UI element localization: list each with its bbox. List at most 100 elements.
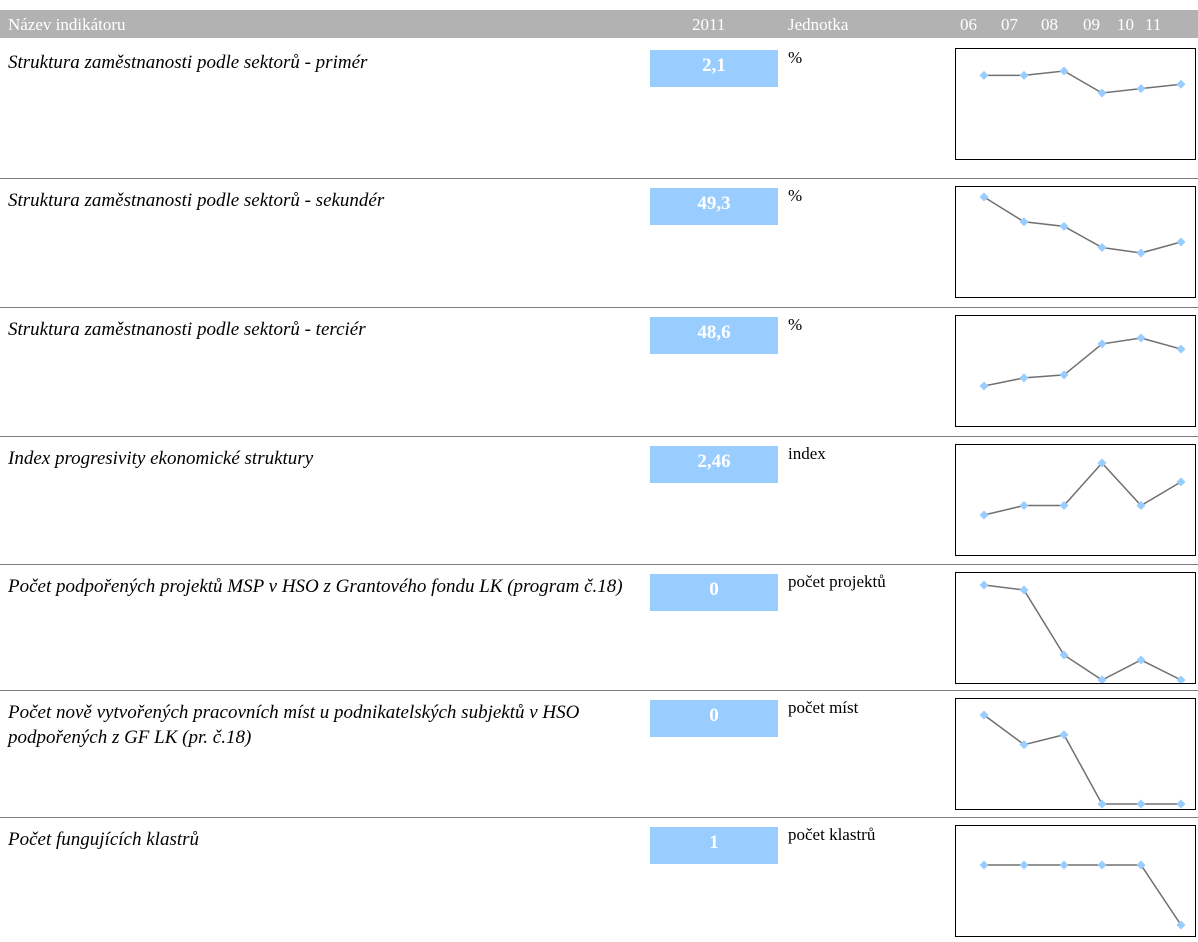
- sparkline-point-09: [1097, 339, 1107, 349]
- sparkline-point-08: [1059, 501, 1069, 511]
- sparkline-point-11: [1176, 79, 1186, 89]
- sparkline-line: [983, 337, 1182, 387]
- sparkline-chart: [955, 825, 1196, 937]
- sparkline-point-06: [979, 580, 989, 590]
- sparkline-point-07: [1019, 70, 1029, 80]
- indicator-unit: %: [788, 48, 803, 67]
- row-separator: [0, 564, 1198, 565]
- sparkline-point-10: [1136, 860, 1146, 870]
- sparkline-point-11: [1176, 675, 1186, 683]
- sparkline-line: [983, 714, 1181, 805]
- table-header: Název indikátoru 2011 Jednotka 06 07 08 …: [0, 10, 1198, 38]
- header-year: 2011: [692, 15, 726, 34]
- sparkline-point-07: [1019, 740, 1029, 750]
- sparkline-chart: [955, 698, 1196, 810]
- indicator-name: Index progresivity ekonomické struktury: [8, 448, 314, 469]
- sparkline-point-10: [1136, 333, 1146, 343]
- header-year-06: 06: [960, 15, 977, 34]
- indicator-value: 49,3: [650, 188, 778, 225]
- row-separator: [0, 690, 1198, 691]
- header-year-09: 09: [1083, 15, 1100, 34]
- indicator-unit: index: [788, 444, 826, 463]
- sparkline-line: [984, 864, 1182, 926]
- header-indicator-name: Název indikátoru: [8, 15, 126, 34]
- sparkline-point-09: [1097, 675, 1107, 683]
- indicator-row: Počet fungujících klastrů 1 počet klastr…: [0, 817, 1198, 942]
- header-unit: Jednotka: [788, 15, 849, 34]
- sparkline-point-08: [1059, 66, 1069, 76]
- header-year-07: 07: [1001, 15, 1018, 34]
- sparkline-point-11: [1176, 237, 1186, 247]
- indicator-row: Struktura zaměstnanosti podle sektorů - …: [0, 40, 1198, 165]
- sparkline-svg: [979, 192, 1186, 258]
- sparkline-point-07: [1019, 373, 1029, 383]
- indicator-name: Struktura zaměstnanosti podle sektorů - …: [8, 319, 366, 340]
- sparkline-point-06: [979, 381, 989, 391]
- sparkline-point-08: [1059, 370, 1069, 380]
- sparkline-point-07: [1019, 501, 1029, 511]
- row-separator: [0, 817, 1198, 818]
- sparkline-chart: [955, 315, 1196, 427]
- indicator-value: 0: [650, 700, 778, 737]
- sparkline-point-07: [1019, 217, 1029, 227]
- sparkline-point-06: [979, 70, 989, 80]
- sparkline-point-08: [1059, 650, 1069, 660]
- indicator-name: Počet fungujících klastrů: [8, 829, 200, 850]
- sparkline-point-11: [1176, 920, 1186, 930]
- sparkline-point-09: [1097, 242, 1107, 252]
- indicator-row: Počet nově vytvořených pracovních míst u…: [0, 690, 1198, 815]
- sparkline-point-10: [1136, 501, 1146, 511]
- sparkline-svg: [979, 458, 1186, 520]
- indicator-value: 1: [650, 827, 778, 864]
- row-separator: [0, 307, 1198, 308]
- indicator-row: Struktura zaměstnanosti podle sektorů - …: [0, 307, 1198, 432]
- sparkline-point-09: [1097, 860, 1107, 870]
- indicator-unit: počet klastrů: [788, 825, 876, 844]
- sparkline-chart: [955, 186, 1196, 298]
- sparkline-point-11: [1176, 477, 1186, 487]
- sparkline-point-09: [1097, 799, 1107, 809]
- sparkline-svg: [979, 580, 1186, 683]
- sparkline-svg: [979, 333, 1186, 391]
- indicator-name: Struktura zaměstnanosti podle sektorů - …: [8, 190, 385, 211]
- header-year-10: 10: [1117, 15, 1134, 34]
- sparkline-point-08: [1059, 730, 1069, 740]
- row-separator: [0, 178, 1198, 179]
- sparkline-point-08: [1059, 860, 1069, 870]
- sparkline-point-09: [1097, 458, 1107, 468]
- sparkline-point-06: [979, 510, 989, 520]
- sparkline-chart: [955, 444, 1196, 556]
- indicator-unit: počet projektů: [788, 572, 886, 591]
- indicator-name: Struktura zaměstnanosti podle sektorů - …: [8, 52, 368, 73]
- sparkline-point-07: [1019, 860, 1029, 870]
- sparkline-chart: [955, 48, 1196, 160]
- sparkline-svg: [979, 860, 1186, 930]
- indicator-row: Index progresivity ekonomické struktury …: [0, 436, 1198, 561]
- sparkline-point-06: [979, 710, 989, 720]
- indicator-unit: %: [788, 315, 803, 334]
- indicator-name: Počet podpořených projektů MSP v HSO z G…: [8, 576, 623, 597]
- sparkline-point-07: [1019, 585, 1029, 595]
- sparkline-point-06: [979, 860, 989, 870]
- indicator-value: 2,46: [650, 446, 778, 483]
- indicator-unit: počet míst: [788, 698, 859, 717]
- sparkline-svg: [979, 710, 1186, 809]
- sparkline-point-10: [1136, 799, 1146, 809]
- indicator-value: 48,6: [650, 317, 778, 354]
- indicator-unit: %: [788, 186, 803, 205]
- sparkline-line: [984, 70, 1182, 94]
- sparkline-point-08: [1059, 221, 1069, 231]
- indicator-value: 0: [650, 574, 778, 611]
- indicator-value: 2,1: [650, 50, 778, 87]
- sparkline-point-11: [1176, 799, 1186, 809]
- sparkline-point-11: [1176, 344, 1186, 354]
- header-year-11: 11: [1145, 15, 1162, 34]
- sparkline-point-06: [979, 192, 989, 202]
- row-separator: [0, 436, 1198, 437]
- indicator-row: Struktura zaměstnanosti podle sektorů - …: [0, 178, 1198, 303]
- sparkline-point-10: [1136, 655, 1146, 665]
- sparkline-line: [983, 196, 1182, 254]
- sparkline-point-09: [1097, 88, 1107, 98]
- sparkline-point-10: [1136, 248, 1146, 258]
- sparkline-line: [983, 461, 1182, 516]
